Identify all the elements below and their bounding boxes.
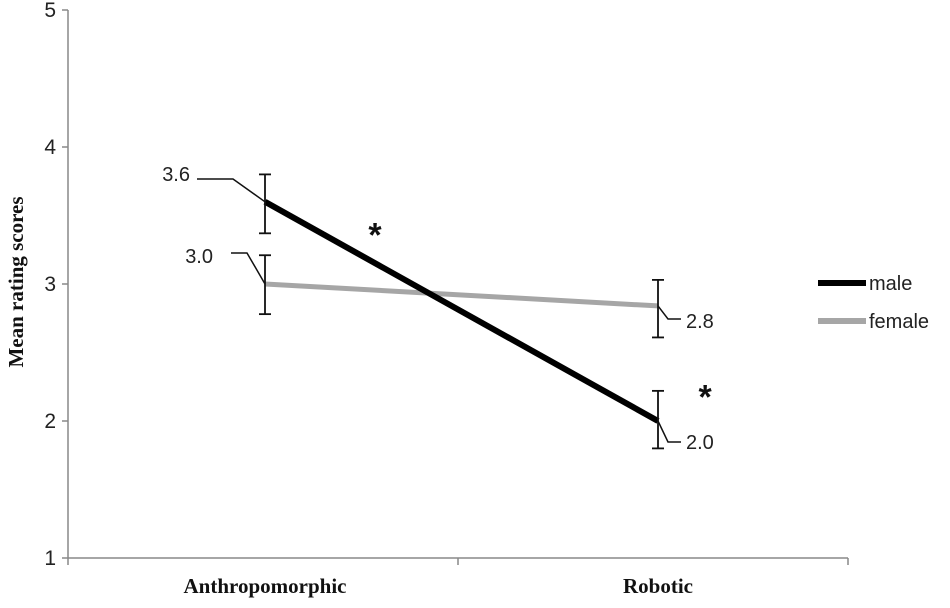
legend-label-female: female — [869, 311, 929, 333]
significance-marker: * — [368, 217, 382, 255]
data-label-female: 2.8 — [686, 311, 714, 333]
data-label-female: 3.0 — [185, 246, 213, 268]
y-tick-label: 3 — [44, 273, 56, 296]
axes: 1 2 3 4 5 Anthropomorphic Robotic — [44, 0, 849, 598]
y-axis-title: Mean rating scores — [4, 196, 28, 367]
leader-line-female — [657, 305, 681, 320]
legend-label-male: male — [869, 273, 912, 295]
data-label-male: 2.0 — [686, 432, 714, 454]
leader-line-male — [197, 178, 266, 203]
leader-line-male — [657, 420, 681, 443]
data-label-male: 3.6 — [162, 164, 190, 186]
x-tick-label: Robotic — [623, 574, 693, 598]
series-line-male — [263, 199, 660, 424]
y-tick-label: 2 — [44, 410, 56, 433]
series-line-female — [264, 281, 659, 309]
data-labels: 3.6 2.0 3.0 2.8 * * — [162, 164, 714, 454]
x-tick-label: Anthropomorphic — [184, 574, 347, 598]
leader-line-female — [231, 252, 266, 285]
y-tick-label: 5 — [44, 0, 56, 22]
y-tick-label: 1 — [44, 547, 56, 570]
y-tick-label: 4 — [44, 136, 56, 159]
significance-marker: * — [699, 378, 713, 416]
series-group — [259, 173, 664, 450]
legend: male female — [818, 273, 929, 333]
